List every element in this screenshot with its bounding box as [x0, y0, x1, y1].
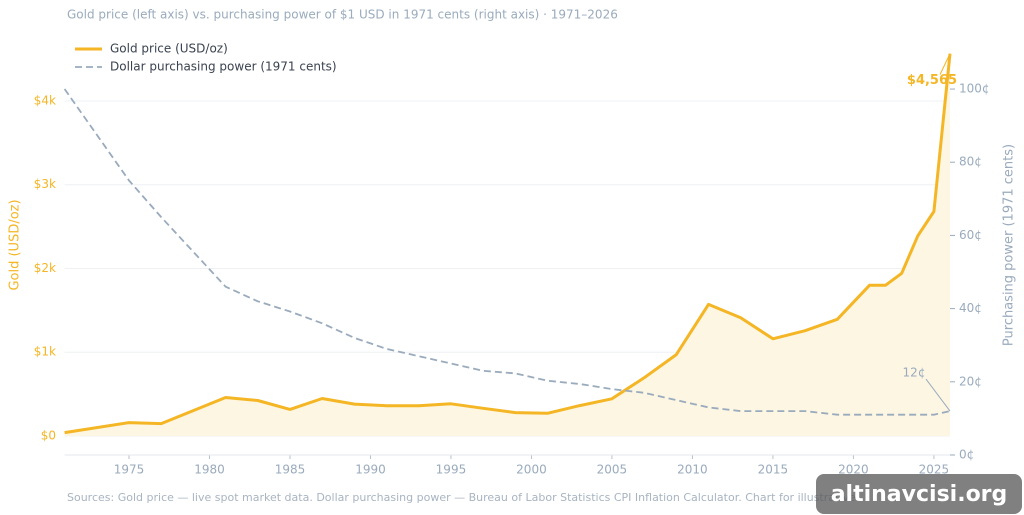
y-tick-label: $3k	[34, 177, 56, 191]
annotation-leader	[939, 53, 951, 75]
line	[64, 53, 952, 435]
x-tick-label: 2010	[677, 463, 708, 477]
x-tick-label: 1990	[355, 463, 386, 477]
y-tick-label: $4k	[34, 93, 56, 107]
x-tick-label: 1985	[275, 463, 306, 477]
y-tick-label: $1k	[34, 345, 56, 359]
x-tick-label: 1995	[436, 463, 467, 477]
value-label: 12¢	[903, 366, 926, 380]
x-tick-label: 2005	[597, 463, 628, 477]
watermark: altinavcisi.org	[831, 482, 1008, 507]
y2-tick-label: 60¢	[959, 228, 982, 242]
watermark-bg	[816, 474, 1022, 514]
y-tick-label: $2k	[34, 261, 56, 275]
value-label: $4,565	[907, 73, 957, 88]
x-tick-label: 2025	[919, 463, 950, 477]
y2-tick-label: 0¢	[959, 448, 974, 462]
area	[64, 53, 951, 436]
y2-tick-label: 100¢	[959, 82, 990, 96]
chart-title: Gold price (left axis) vs. purchasing po…	[67, 8, 618, 22]
line	[63, 88, 951, 416]
y-tick-label: $0	[41, 428, 56, 442]
legend-label: Gold price (USD/oz)	[110, 42, 228, 56]
y2-axis-label: Purchasing power (1971 cents)	[1002, 144, 1017, 346]
footer: Sources: Gold price — live spot market d…	[67, 491, 856, 504]
y2-tick-label: 20¢	[959, 374, 982, 388]
x-tick-label: 2015	[758, 463, 789, 477]
annotation-leader	[925, 378, 951, 412]
x-tick-label: 1980	[194, 463, 225, 477]
y2-tick-label: 80¢	[959, 155, 982, 169]
legend-label: Dollar purchasing power (1971 cents)	[110, 60, 337, 74]
x-tick-label: 2000	[516, 463, 547, 477]
y2-tick-label: 40¢	[959, 301, 982, 315]
y-axis-label: Gold (USD/oz)	[8, 199, 23, 290]
plot: $0 $1k $2k $3k $4k 0¢ 20¢ 40¢ 60¢ 80¢ 100¢ 1975 1980…	[34, 42, 990, 477]
x-tick-label: 1975	[114, 463, 145, 477]
x-tick-label: 2020	[838, 463, 869, 477]
